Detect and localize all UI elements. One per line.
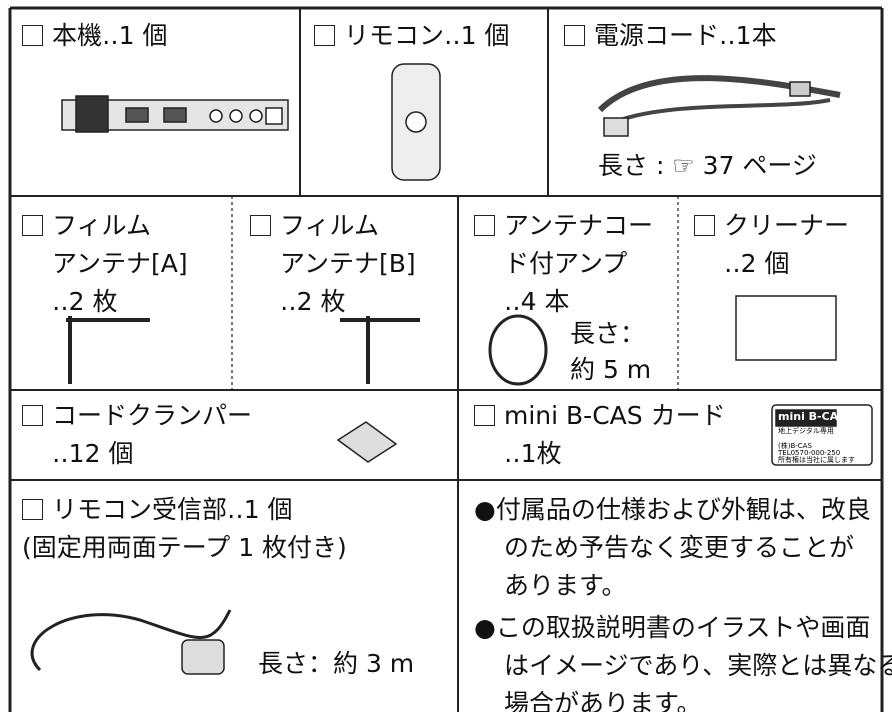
card-text: TEL0570-000-250 [778, 449, 841, 457]
item-label: ‥12 個 [52, 439, 134, 468]
checkbox [564, 25, 585, 46]
item-label: 電源コード‥1本 [594, 21, 777, 50]
card-text: 所有権は当社に属します [778, 456, 855, 464]
item-label: ‥1枚 [504, 439, 562, 468]
item-label: フィルム [280, 211, 380, 240]
length-note: 長さ : ☞ 37 ページ [598, 151, 817, 180]
checkbox [474, 405, 495, 426]
checkbox [694, 215, 715, 236]
note-line: ●付属品の仕様および外観は、改良 [474, 495, 871, 524]
item-label: ‥4 本 [504, 287, 570, 316]
checkbox [250, 215, 271, 236]
checkbox [22, 215, 43, 236]
checkbox [474, 215, 495, 236]
item-label: ‥2 枚 [280, 287, 346, 316]
length-note: 約 5 m [570, 355, 652, 384]
item-label: クリーナー [724, 211, 850, 240]
note-line: はイメージであり、実際とは異なる [504, 651, 892, 680]
item-label: mini B-CAS カード [504, 401, 726, 430]
item-label: 本機‥1 個 [52, 21, 168, 50]
checkbox [22, 405, 43, 426]
item-label: ‥2 枚 [52, 287, 118, 316]
checkbox [22, 499, 43, 520]
checkbox [22, 25, 43, 46]
length-note: 長さ：約 3 m [258, 649, 415, 678]
note-line: あります。 [504, 571, 627, 600]
note-line: 場合があります。 [504, 689, 702, 712]
card-text: (株)B-CAS [778, 442, 812, 450]
item-label: (固定用両面テープ 1 枚付き) [22, 533, 347, 562]
item-label: コードクランパー [52, 401, 253, 430]
note-line: のため予告なく変更することが [504, 533, 855, 562]
item-label: ド付アンプ [504, 249, 628, 278]
checkbox [314, 25, 335, 46]
item-label: リモコン受信部‥1 個 [52, 495, 293, 524]
length-note: 長さ： [570, 319, 646, 348]
item-label: フィルム [52, 211, 152, 240]
card-text: mini B-CAS [778, 410, 847, 423]
item-label: ‥2 個 [724, 249, 790, 278]
item-label: リモコン‥1 個 [344, 21, 510, 50]
item-label: アンテナコー [504, 211, 654, 240]
item-label: アンテナ[B] [280, 249, 416, 278]
item-label: アンテナ[A] [52, 249, 188, 278]
card-text: 地上デジタル専用 [778, 427, 834, 435]
note-line: ●この取扱説明書のイラストや画面 [474, 613, 871, 642]
